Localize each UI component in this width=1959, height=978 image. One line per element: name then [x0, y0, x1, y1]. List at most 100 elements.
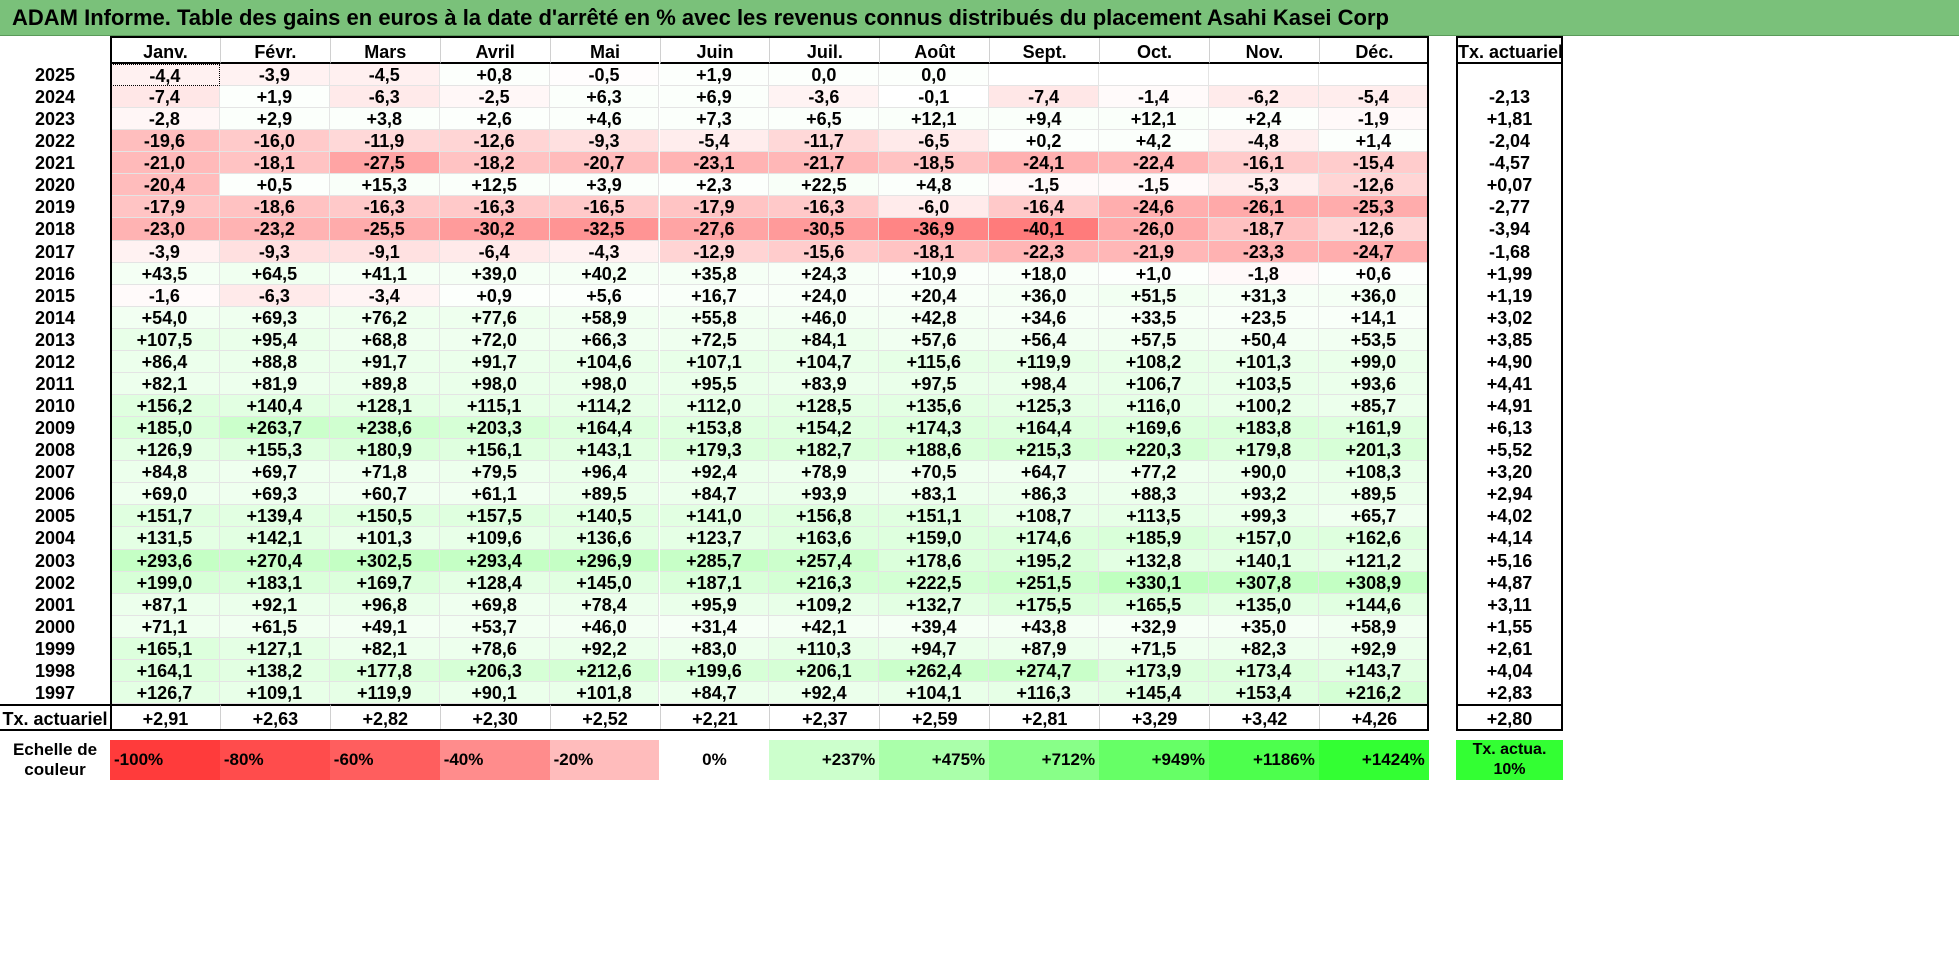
- month-header: Août: [879, 36, 990, 64]
- heatmap-cell: -23,1: [659, 152, 770, 175]
- heatmap-cell: -1,5: [989, 174, 1100, 197]
- year-label: 2016: [34, 263, 76, 284]
- heatmap-cell: +131,5: [110, 527, 220, 550]
- heatmap-cell: +57,5: [1099, 328, 1209, 351]
- heatmap-cell: -21,0: [110, 152, 220, 175]
- footer-rate: +2,59: [879, 704, 990, 731]
- row-rate: +2,61: [1486, 638, 1533, 659]
- legend-swatch: +475%: [879, 740, 990, 780]
- heatmap-cell: -26,0: [1099, 218, 1209, 241]
- page-title: ADAM Informe. Table des gains en euros à…: [0, 0, 1959, 36]
- heatmap-cell: +201,3: [1318, 439, 1429, 462]
- heatmap-cell: +12,1: [1099, 108, 1209, 131]
- heatmap-cell: +141,0: [659, 505, 770, 528]
- heatmap-cell: -16,3: [439, 196, 550, 219]
- heatmap-cell: +6,9: [659, 86, 770, 109]
- heatmap-cell: +199,6: [659, 659, 770, 682]
- heatmap-cell: -22,3: [989, 240, 1100, 263]
- footer-overall-rate: +2,80: [1456, 704, 1563, 731]
- heatmap-cell: +169,7: [329, 571, 440, 594]
- year-label: 2005: [34, 506, 76, 527]
- heatmap-cell: +89,5: [549, 483, 660, 506]
- row-rate: +4,14: [1486, 528, 1533, 549]
- legend-swatch: -40%: [439, 740, 550, 780]
- row-rate: [1456, 64, 1563, 86]
- heatmap-cell: +296,9: [549, 549, 660, 572]
- heatmap-cell: +90,1: [439, 681, 550, 705]
- heatmap-cell: +24,0: [769, 284, 880, 307]
- year-label: 2022: [34, 131, 76, 152]
- heatmap-cell: +1,0: [1099, 262, 1209, 285]
- heatmap-cell: +143,1: [549, 439, 660, 462]
- heatmap-cell: +136,6: [549, 527, 660, 550]
- heatmap-cell: +2,9: [219, 108, 330, 131]
- row-rate: +2,94: [1486, 484, 1533, 505]
- heatmap-cell: +82,1: [110, 372, 220, 396]
- heatmap-cell: +34,6: [989, 306, 1100, 329]
- heatmap-cell: +68,8: [329, 328, 440, 351]
- heatmap-cell: -32,5: [549, 218, 660, 241]
- heatmap-cell: -20,4: [110, 174, 220, 197]
- heatmap-cell: +108,7: [989, 505, 1100, 528]
- heatmap-cell: +119,9: [989, 350, 1100, 373]
- heatmap-cell: +144,6: [1318, 593, 1429, 616]
- heatmap-cell: +126,9: [110, 439, 220, 462]
- heatmap-cell: -24,7: [1318, 240, 1429, 263]
- heatmap-cell: -27,5: [329, 152, 440, 175]
- heatmap-cell: -23,2: [219, 218, 330, 241]
- heatmap-cell: +1,9: [219, 86, 330, 109]
- heatmap-cell: +138,2: [219, 659, 330, 682]
- row-rate: +4,87: [1486, 572, 1533, 593]
- heatmap-cell: +39,4: [879, 615, 990, 638]
- year-label: 2006: [34, 484, 76, 505]
- heatmap-cell: +89,5: [1318, 483, 1429, 506]
- legend-swatch: 0%: [659, 740, 770, 780]
- heatmap-cell: +116,3: [989, 681, 1100, 705]
- row-rate: +5,16: [1486, 550, 1533, 571]
- heatmap-cell: [1318, 64, 1429, 87]
- heatmap-cell: -25,5: [329, 218, 440, 241]
- heatmap-cell: +159,0: [879, 527, 990, 550]
- heatmap-cell: +135,0: [1209, 593, 1319, 616]
- heatmap-cell: +54,0: [110, 306, 220, 329]
- heatmap-cell: +64,7: [989, 461, 1100, 484]
- heatmap-cell: -19,6: [110, 130, 220, 153]
- heatmap-cell: +156,2: [110, 395, 220, 418]
- heatmap-cell: +156,8: [769, 505, 880, 528]
- heatmap-cell: [989, 64, 1100, 87]
- year-label: 2015: [34, 285, 76, 306]
- heatmap-cell: +14,1: [1318, 306, 1429, 329]
- month-header: Oct.: [1099, 36, 1209, 64]
- row-rate: +4,90: [1486, 351, 1533, 372]
- heatmap-cell: -18,1: [879, 240, 990, 263]
- heatmap-cell: +156,1: [439, 439, 550, 462]
- heatmap-cell: +71,8: [329, 461, 440, 484]
- heatmap-cell: -36,9: [879, 218, 990, 241]
- heatmap-cell: +101,3: [1209, 350, 1319, 373]
- heatmap-cell: +95,4: [219, 328, 330, 351]
- heatmap-cell: -21,9: [1099, 240, 1209, 263]
- heatmap-cell: -17,9: [110, 196, 220, 219]
- heatmap-cell: +66,3: [549, 328, 660, 351]
- heatmap-cell: +84,7: [659, 483, 770, 506]
- heatmap-cell: +238,6: [329, 417, 440, 440]
- heatmap-cell: -7,4: [989, 86, 1100, 109]
- legend-label: Echelle de couleur: [12, 740, 98, 779]
- heatmap-cell: +98,4: [989, 372, 1100, 396]
- heatmap-cell: +12,1: [879, 108, 990, 131]
- month-header: Févr.: [219, 36, 330, 64]
- month-header: Mai: [549, 36, 660, 64]
- heatmap-cell: +125,3: [989, 395, 1100, 418]
- heatmap-cell: -1,9: [1318, 108, 1429, 131]
- heatmap-cell: +0,5: [219, 174, 330, 197]
- heatmap-cell: +9,4: [989, 108, 1100, 131]
- heatmap-cell: +143,7: [1318, 659, 1429, 682]
- row-rate: +5,52: [1486, 440, 1533, 461]
- heatmap-cell: +164,4: [549, 417, 660, 440]
- year-label: 2001: [34, 594, 76, 615]
- heatmap-cell: +109,6: [439, 527, 550, 550]
- year-label: 2010: [34, 396, 76, 417]
- heatmap-cell: +257,4: [769, 549, 880, 572]
- row-rate: +3,11: [1487, 594, 1532, 615]
- heatmap-cell: +157,5: [439, 505, 550, 528]
